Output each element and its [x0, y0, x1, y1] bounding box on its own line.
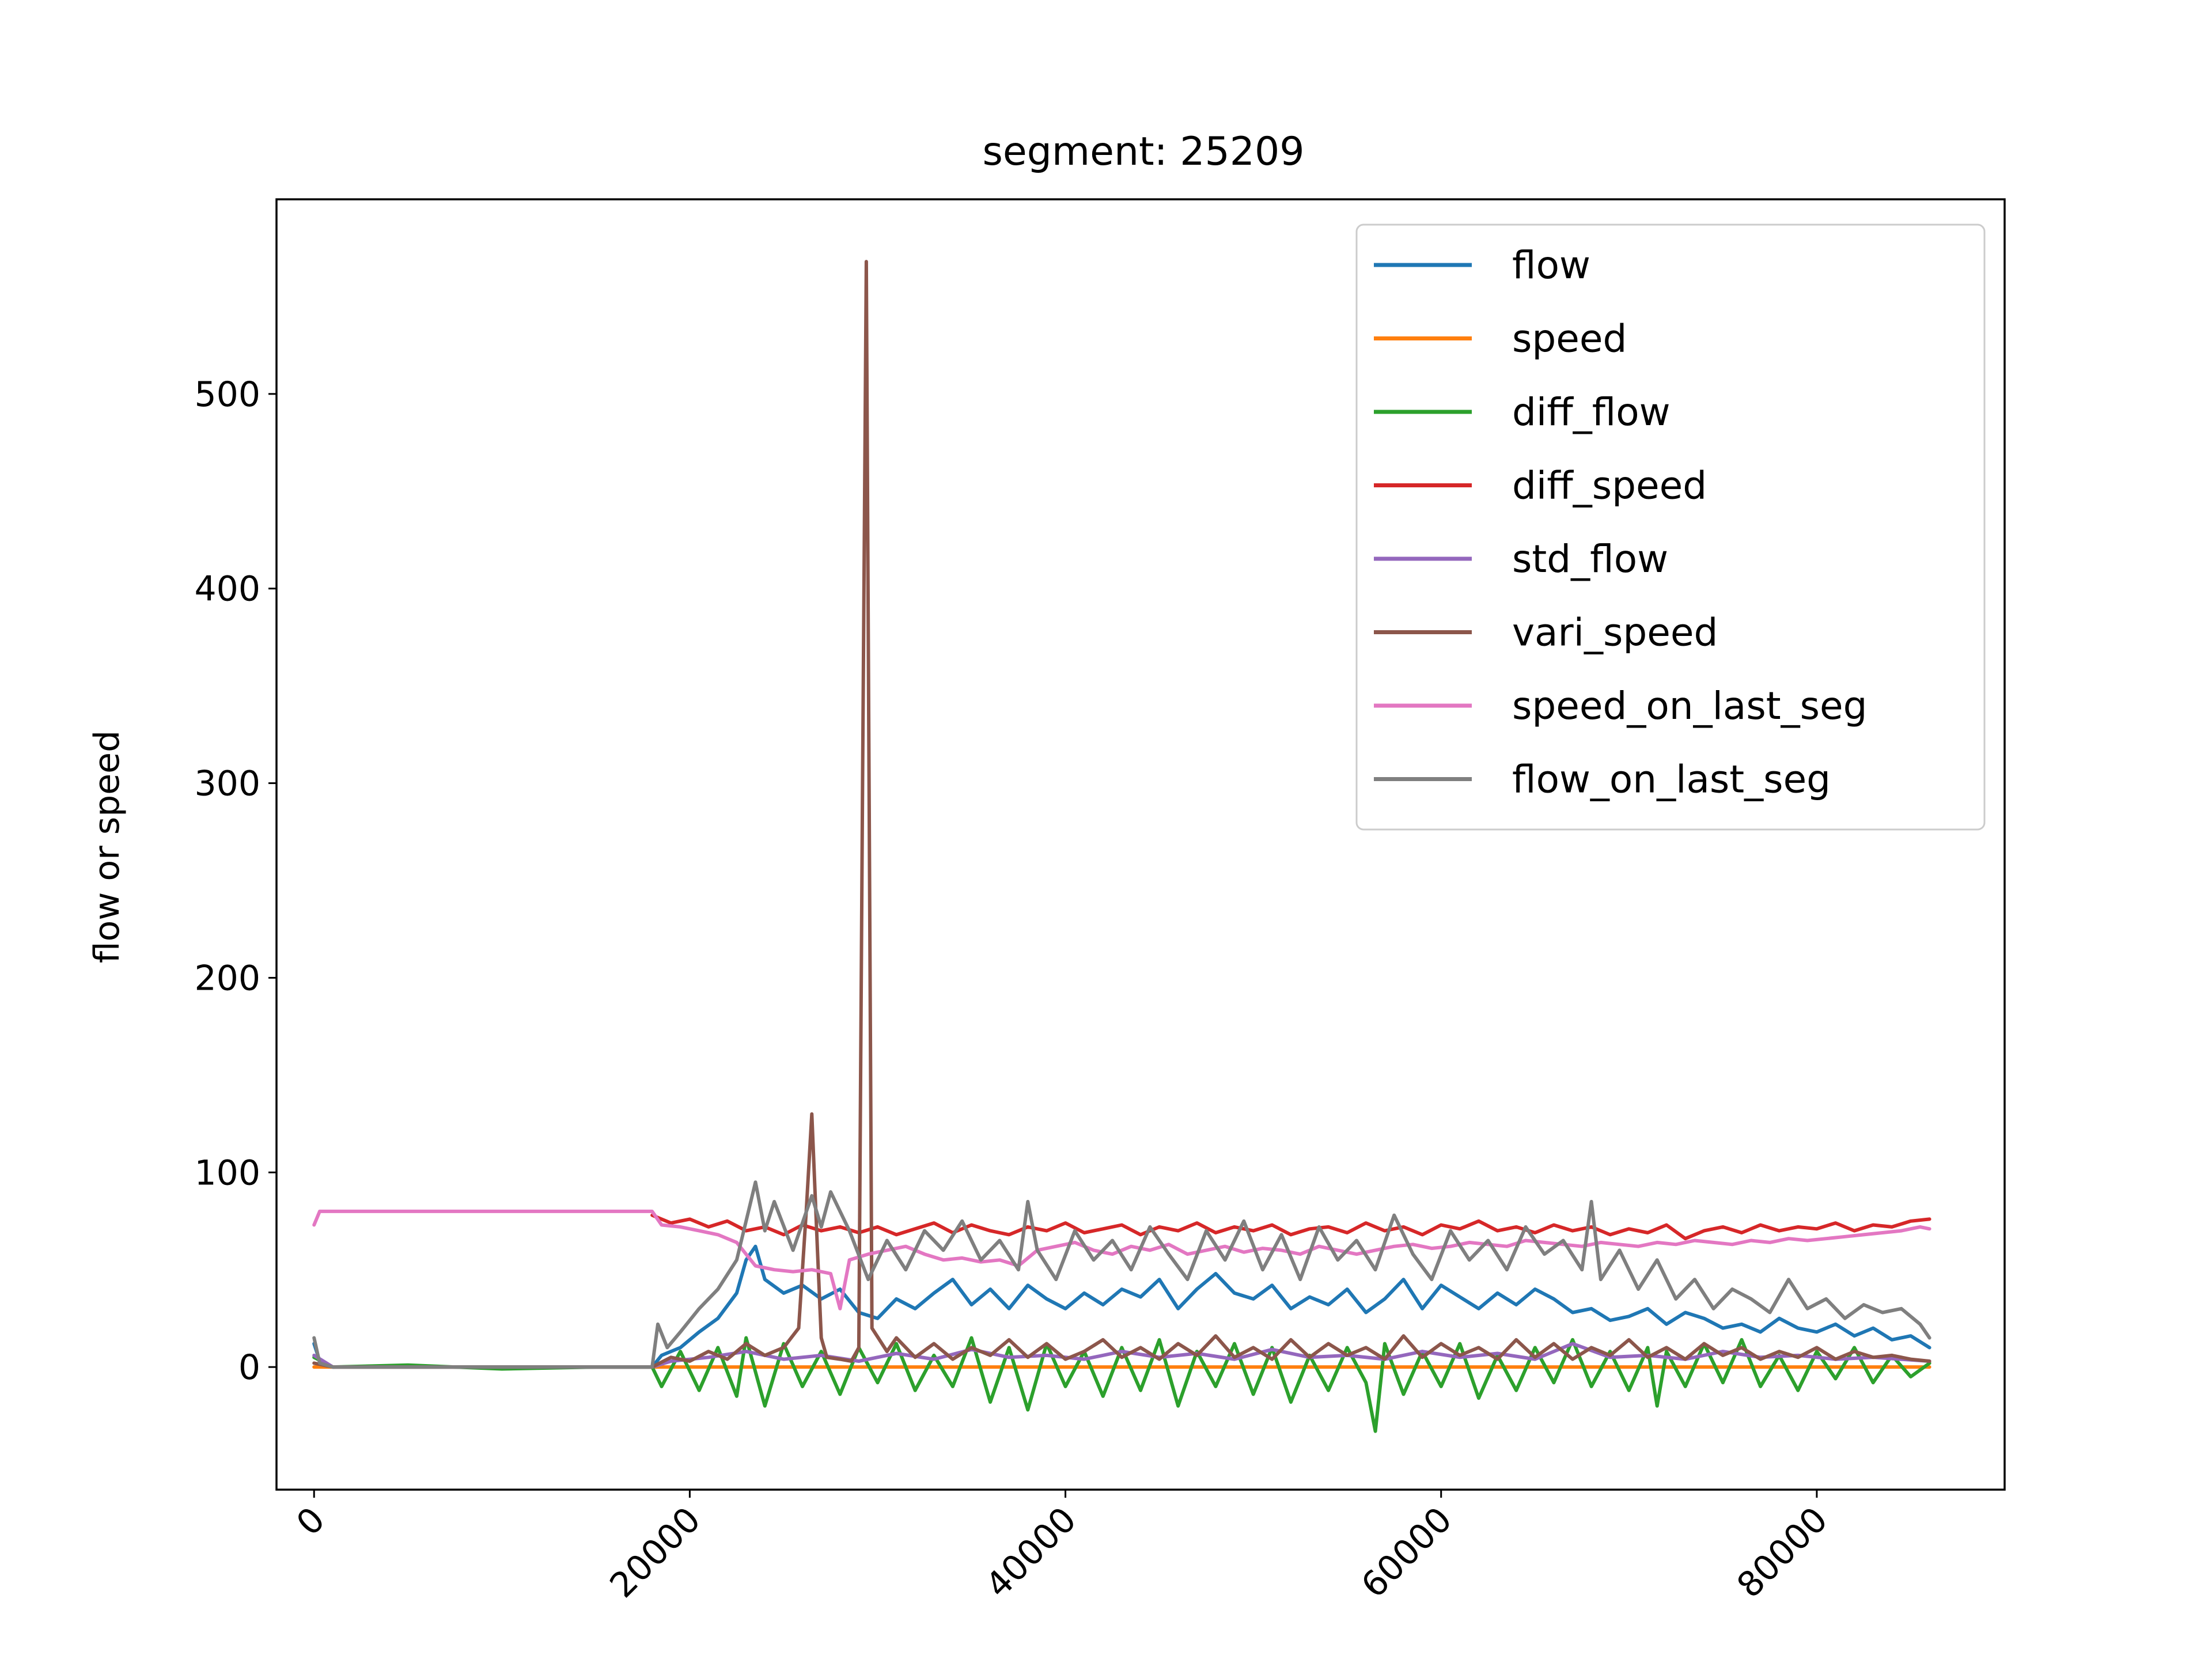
series-line-speed-on-last-seg [312, 1209, 1931, 1310]
y-tick-label: 300 [194, 764, 260, 804]
plot-frame [275, 198, 2006, 1491]
series-line-diff-flow [312, 1336, 1931, 1433]
series-layer [312, 260, 1931, 1433]
series-line-vari-speed [312, 260, 1931, 1369]
y-tick-label: 400 [194, 569, 260, 609]
legend: flow speed diff_flow diff_speed std_flowvari… [1355, 224, 1986, 831]
series-line-flow-on-last-seg [312, 1180, 1931, 1369]
legend-box [1355, 224, 1986, 831]
series-line-std-flow [312, 1342, 1931, 1369]
y-tick-label: 500 [194, 374, 260, 415]
legend-label-std-flow: std_flow [1512, 537, 1668, 581]
legend-label-speed: speed [1512, 317, 1627, 361]
legend-label-flow-on-last-seg: flow_on_last_seg [1512, 757, 1831, 802]
series-line-diff-speed [650, 1213, 1931, 1241]
y-tick-label: 200 [194, 958, 260, 998]
y-tick-label: 0 [238, 1347, 260, 1388]
legend-label-diff-flow: diff_flow [1512, 390, 1671, 434]
chart-title: segment: 25209 [982, 129, 1304, 175]
legend-label-diff-speed: diff_speed [1512, 464, 1707, 508]
y-tick-label: 100 [194, 1153, 260, 1193]
legend-label-flow: flow [1512, 243, 1590, 287]
series-line-flow [312, 1244, 1931, 1369]
legend-label-vari-speed: vari_speed [1512, 611, 1718, 655]
legend-label-speed-on-last-seg: speed_on_last_seg [1512, 684, 1868, 728]
y-axis-label: flow or speed [87, 730, 127, 963]
y-axis-ticks: 0 100 200 300 400 500 [194, 374, 276, 1388]
